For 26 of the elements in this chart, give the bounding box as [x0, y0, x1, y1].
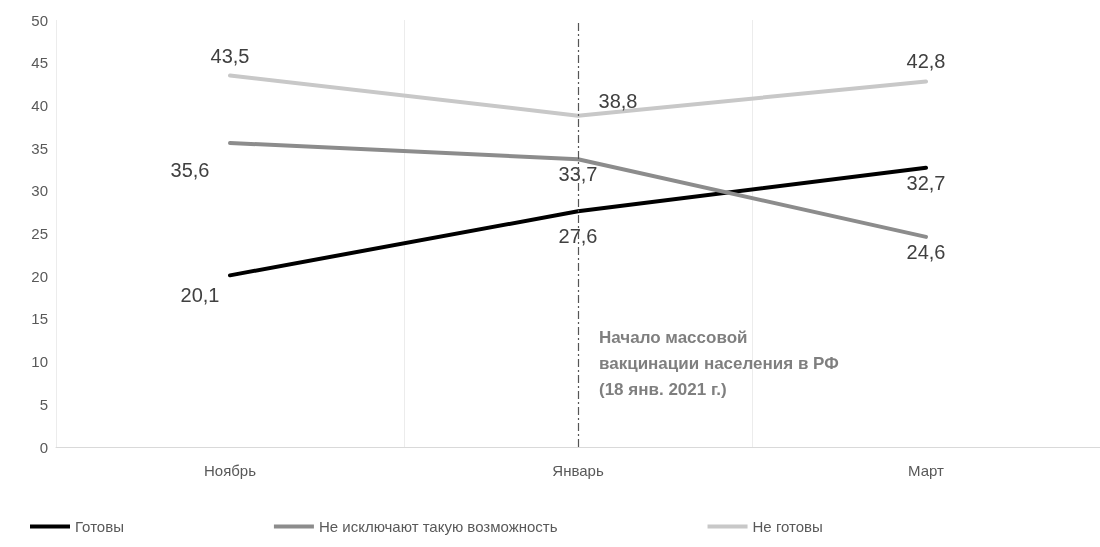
data-label: 35,6: [170, 158, 210, 181]
data-label: 42,8: [906, 50, 946, 73]
data-label: 43,5: [210, 44, 250, 67]
data-label: 24,6: [906, 240, 946, 263]
data-label: 38,8: [598, 89, 638, 112]
y-tick-label: 10: [31, 353, 48, 371]
y-tick-label: 30: [31, 182, 48, 200]
x-tick-label: Ноябрь: [203, 462, 257, 479]
legend-label: Не исключают такую возможность: [318, 518, 558, 535]
y-tick-label: 5: [39, 395, 48, 413]
y-tick-label: 0: [39, 438, 48, 456]
data-label: 20,1: [180, 284, 220, 307]
y-tick-label: 20: [31, 267, 48, 285]
data-label: 32,7: [906, 171, 946, 194]
x-tick-label: Март: [908, 462, 945, 479]
y-tick-label: 40: [31, 96, 48, 114]
legend-label: Готовы: [75, 518, 124, 535]
y-tick-label: 35: [31, 139, 48, 157]
y-tick-label: 50: [31, 11, 48, 29]
legend-label: Не готовы: [752, 518, 823, 535]
x-tick-label: Январь: [552, 462, 604, 479]
data-label: 27,6: [558, 225, 598, 248]
ref-line-label: Начало массовой вакцинации населения в РФ (18 янв. 2021 г.): [599, 327, 844, 399]
y-tick-label: 45: [31, 54, 48, 72]
y-tick-label: 25: [31, 225, 48, 242]
y-tick-label: 15: [31, 310, 48, 328]
